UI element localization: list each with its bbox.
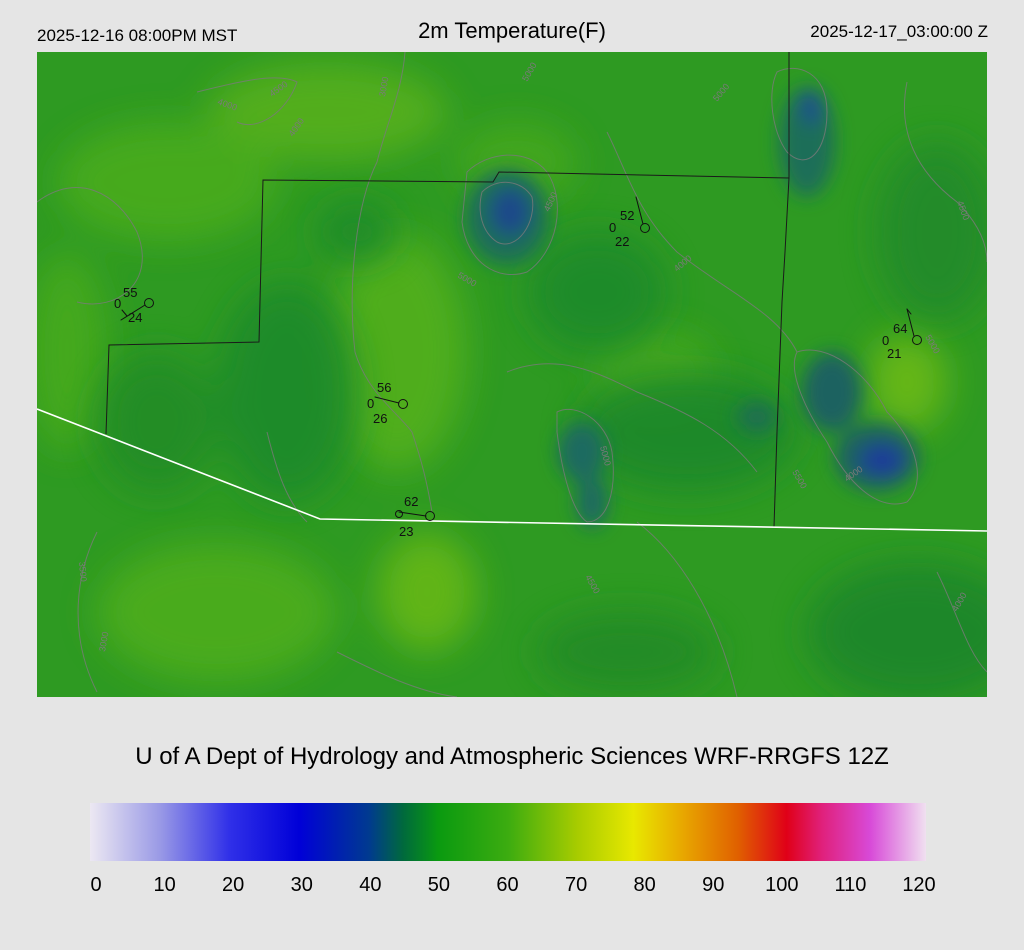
- colorbar-tick-label: 30: [290, 874, 313, 896]
- colorbar-tick-label: 50: [427, 874, 451, 896]
- colorbar-tick-label: 80: [633, 874, 656, 896]
- station-dewpoint: 26: [373, 411, 387, 426]
- colorbar-tick-label: 20: [222, 874, 245, 896]
- colorbar-tick-label: 40: [359, 874, 382, 896]
- colorbar-tick-label: 100: [765, 874, 799, 896]
- valid-time-local: 2025-12-16 08:00PM MST: [37, 26, 238, 45]
- station-temp: 62: [404, 494, 418, 509]
- map-title: 2m Temperature(F): [418, 18, 606, 43]
- station-dewpoint: 21: [887, 346, 901, 361]
- station-1: 55 0 24: [114, 285, 154, 325]
- station-4: 62 0 23: [395, 494, 435, 539]
- station-temp: 55: [123, 285, 137, 300]
- colorbar-tick-label: 90: [702, 874, 725, 896]
- station-dewpoint: 22: [615, 234, 629, 249]
- header: 2025-12-16 08:00PM MST 2m Temperature(F)…: [0, 0, 1024, 52]
- colorbar-tick-label: 110: [834, 874, 867, 896]
- cool-shading: [97, 142, 987, 697]
- station-gust: 0: [882, 333, 889, 348]
- colorbar-tick-label: 10: [153, 874, 176, 896]
- state-border: [37, 408, 987, 532]
- station-3: 56 0 26: [367, 380, 408, 426]
- temperature-colorbar: [90, 803, 926, 861]
- elevation-contours: [37, 52, 987, 697]
- warm-shading: [37, 62, 947, 682]
- colorbar-tick-label: 0: [90, 874, 102, 896]
- station-dewpoint: 24: [128, 310, 142, 325]
- valid-time-utc: 2025-12-17_03:00:00 Z: [810, 22, 988, 41]
- station-temp: 64: [893, 321, 907, 336]
- station-gust: 0: [114, 296, 121, 311]
- station-gust: 0: [367, 396, 374, 411]
- colorbar-tick-label: 60: [496, 874, 519, 896]
- station-5: 64 0 21: [882, 308, 922, 361]
- contour-label: 3500: [77, 561, 89, 582]
- station-plots: 55 0 24 52 0 22 56 0 26: [114, 196, 922, 539]
- colorbar-tick-label: 120: [902, 874, 936, 896]
- county-lines: [105, 52, 790, 528]
- colorbar-ticks: 0 10 20 30 40 50 60 70 80 90 100 110 120: [0, 874, 1024, 904]
- temperature-map: 4000 4500 3000 4000 5000 5000 4500 5000 …: [37, 52, 987, 697]
- cold-cores: [465, 87, 919, 528]
- contour-label: 3000: [97, 631, 110, 652]
- model-credit: U of A Dept of Hydrology and Atmospheric…: [135, 743, 889, 770]
- station-2: 52 0 22: [609, 196, 650, 249]
- contour-label: 3000: [377, 76, 390, 97]
- station-dewpoint: 23: [399, 524, 413, 539]
- station-gust: 0: [609, 220, 616, 235]
- colorbar-tick-label: 70: [564, 874, 588, 896]
- station-temp: 52: [620, 208, 634, 223]
- station-temp: 56: [377, 380, 391, 395]
